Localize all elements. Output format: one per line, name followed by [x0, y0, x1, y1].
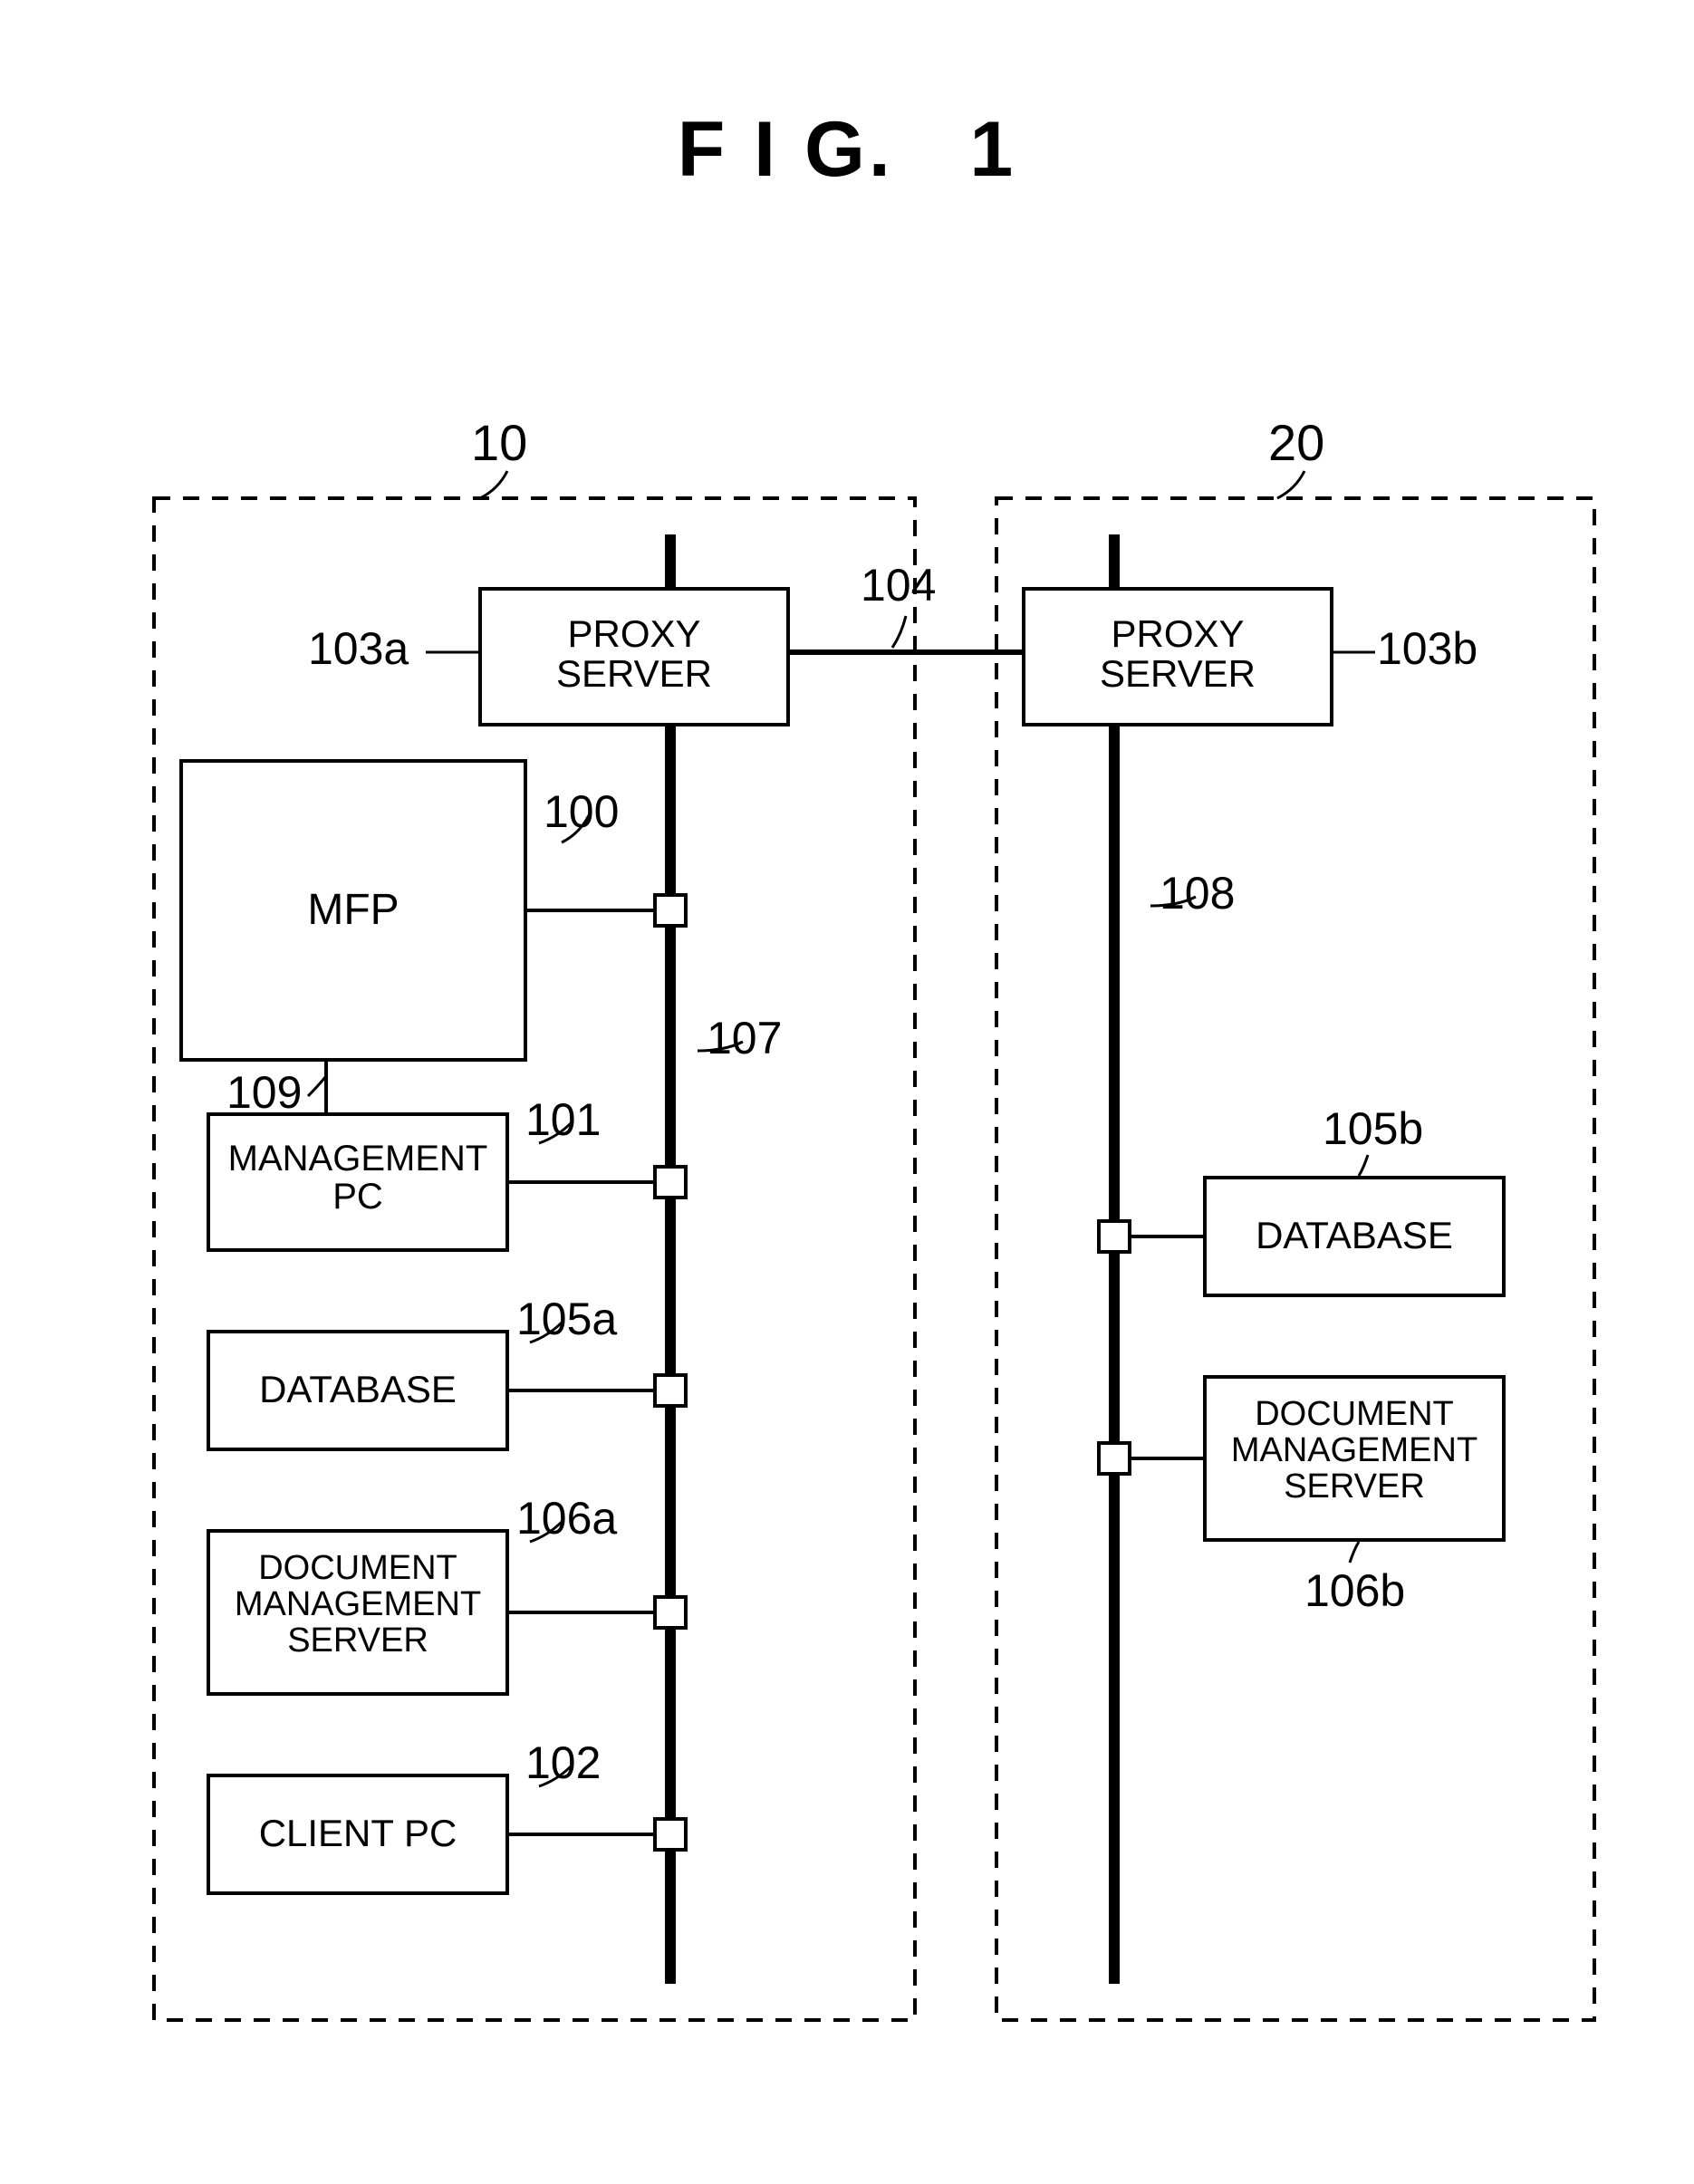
ref-106b: 106b: [1304, 1567, 1405, 1615]
ref-106a: 106a: [516, 1495, 617, 1543]
ref-105b: 105b: [1323, 1105, 1423, 1153]
node-label-doc-a: DOCUMENT MANAGEMENT SERVER: [208, 1551, 507, 1660]
bus-tap: [1099, 1443, 1130, 1474]
ref-109: 109: [226, 1069, 302, 1117]
ref-105a: 105a: [516, 1295, 617, 1343]
ref-101: 101: [525, 1096, 601, 1144]
node-label-proxy-b: PROXY SERVER: [1024, 614, 1332, 694]
bus-tap: [655, 1375, 686, 1406]
bus-tap: [1099, 1221, 1130, 1252]
node-label-db-a: DATABASE: [208, 1370, 507, 1409]
bus-tap: [655, 1819, 686, 1850]
node-label-db-b: DATABASE: [1205, 1216, 1504, 1256]
bus-tap: [655, 895, 686, 926]
ref-104: 104: [861, 562, 936, 610]
figure-stage: F I G. 1 10 20 103a 103b 104 100 107 108…: [0, 0, 1694, 2184]
group-label-left: 10: [471, 417, 527, 470]
ref-103a: 103a: [308, 625, 409, 673]
ref-103b: 103b: [1377, 625, 1477, 673]
node-label-mgmt-pc: MANAGEMENT PC: [208, 1140, 507, 1216]
bus-tap: [655, 1597, 686, 1628]
ref-100: 100: [544, 788, 619, 836]
group-label-right: 20: [1268, 417, 1324, 470]
ref-107: 107: [707, 1015, 782, 1063]
ref-108: 108: [1160, 870, 1235, 918]
node-label-client: CLIENT PC: [208, 1814, 507, 1853]
node-label-doc-b: DOCUMENT MANAGEMENT SERVER: [1205, 1397, 1504, 1506]
node-label-proxy-a: PROXY SERVER: [480, 614, 788, 694]
ref-102: 102: [525, 1739, 601, 1787]
bus-tap: [655, 1167, 686, 1198]
node-label-mfp: MFP: [181, 888, 525, 933]
